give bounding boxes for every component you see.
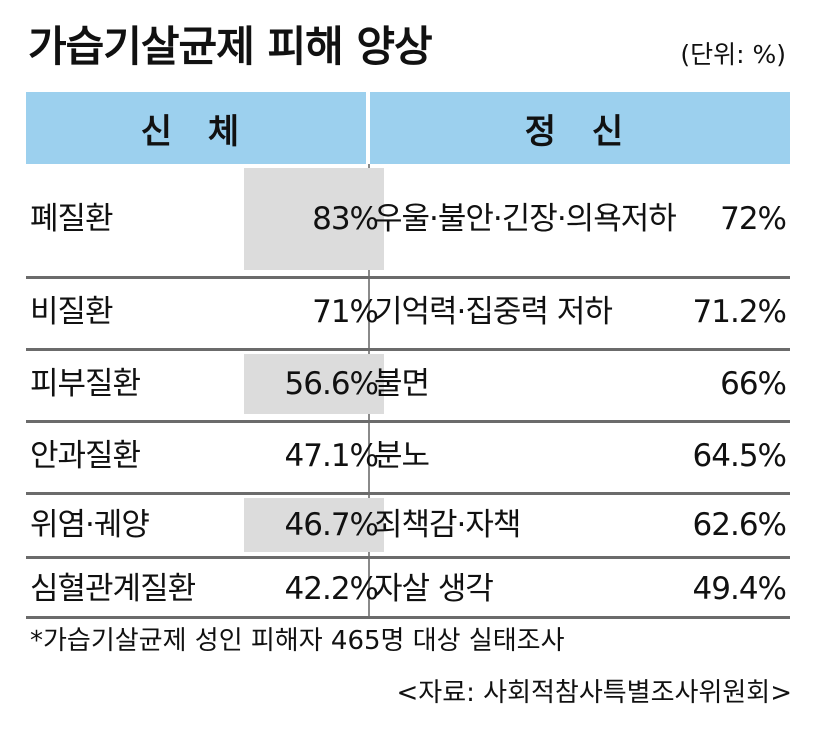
- row-divider: [26, 348, 790, 351]
- mental-label: 우울·불안·긴장·의욕저하: [374, 201, 677, 237]
- physical-label: 비질환: [30, 294, 114, 330]
- physical-value: 47.1%: [284, 438, 379, 474]
- header-mental: 정 신: [370, 92, 790, 164]
- physical-label: 위염·궤양: [30, 507, 150, 543]
- mental-value: 62.6%: [692, 507, 787, 543]
- header-physical: 신 체: [26, 92, 366, 164]
- mental-value: 72%: [720, 201, 787, 237]
- physical-value: 46.7%: [244, 498, 384, 552]
- mental-label: 불면: [374, 366, 430, 402]
- footnote: *가습기살균제 성인 피해자 465명 대상 실태조사: [30, 626, 565, 656]
- table-row: 피부질환 56.6% 불면 66%: [26, 354, 790, 414]
- source-credit: <자료: 사회적참사특별조사위원회>: [396, 678, 792, 708]
- table-row: 위염·궤양 46.7% 죄책감·자책 62.6%: [26, 498, 790, 552]
- table-row: 심혈관계질환 42.2% 자살 생각 49.4%: [26, 562, 790, 616]
- physical-label: 심혈관계질환: [30, 571, 196, 607]
- physical-label: 폐질환: [30, 201, 114, 237]
- table-bottom-border: [26, 616, 790, 619]
- table-row: 비질환 71% 기억력·집중력 저하 71.2%: [26, 282, 790, 342]
- physical-value: 42.2%: [284, 571, 379, 607]
- physical-label: 피부질환: [30, 366, 141, 402]
- mental-value: 49.4%: [692, 571, 787, 607]
- physical-value: 56.6%: [244, 354, 384, 414]
- mental-label: 자살 생각: [374, 571, 494, 607]
- table-row: 폐질환 83% 우울·불안·긴장·의욕저하 72%: [26, 168, 790, 270]
- table-row: 안과질환 47.1% 분노 64.5%: [26, 426, 790, 486]
- page-title: 가습기살균제 피해 양상: [28, 22, 433, 71]
- mental-label: 기억력·집중력 저하: [374, 294, 613, 330]
- row-divider: [26, 420, 790, 423]
- mental-label: 죄책감·자책: [374, 507, 521, 543]
- physical-value: 71%: [312, 294, 379, 330]
- mental-value: 64.5%: [692, 438, 787, 474]
- row-divider: [26, 276, 790, 279]
- mental-value: 71.2%: [692, 294, 787, 330]
- mental-value: 66%: [720, 366, 787, 402]
- row-divider: [26, 556, 790, 559]
- physical-label: 안과질환: [30, 438, 141, 474]
- row-divider: [26, 492, 790, 495]
- unit-note: (단위: %): [680, 40, 786, 69]
- mental-label: 분노: [374, 438, 430, 474]
- physical-value: 83%: [244, 168, 384, 270]
